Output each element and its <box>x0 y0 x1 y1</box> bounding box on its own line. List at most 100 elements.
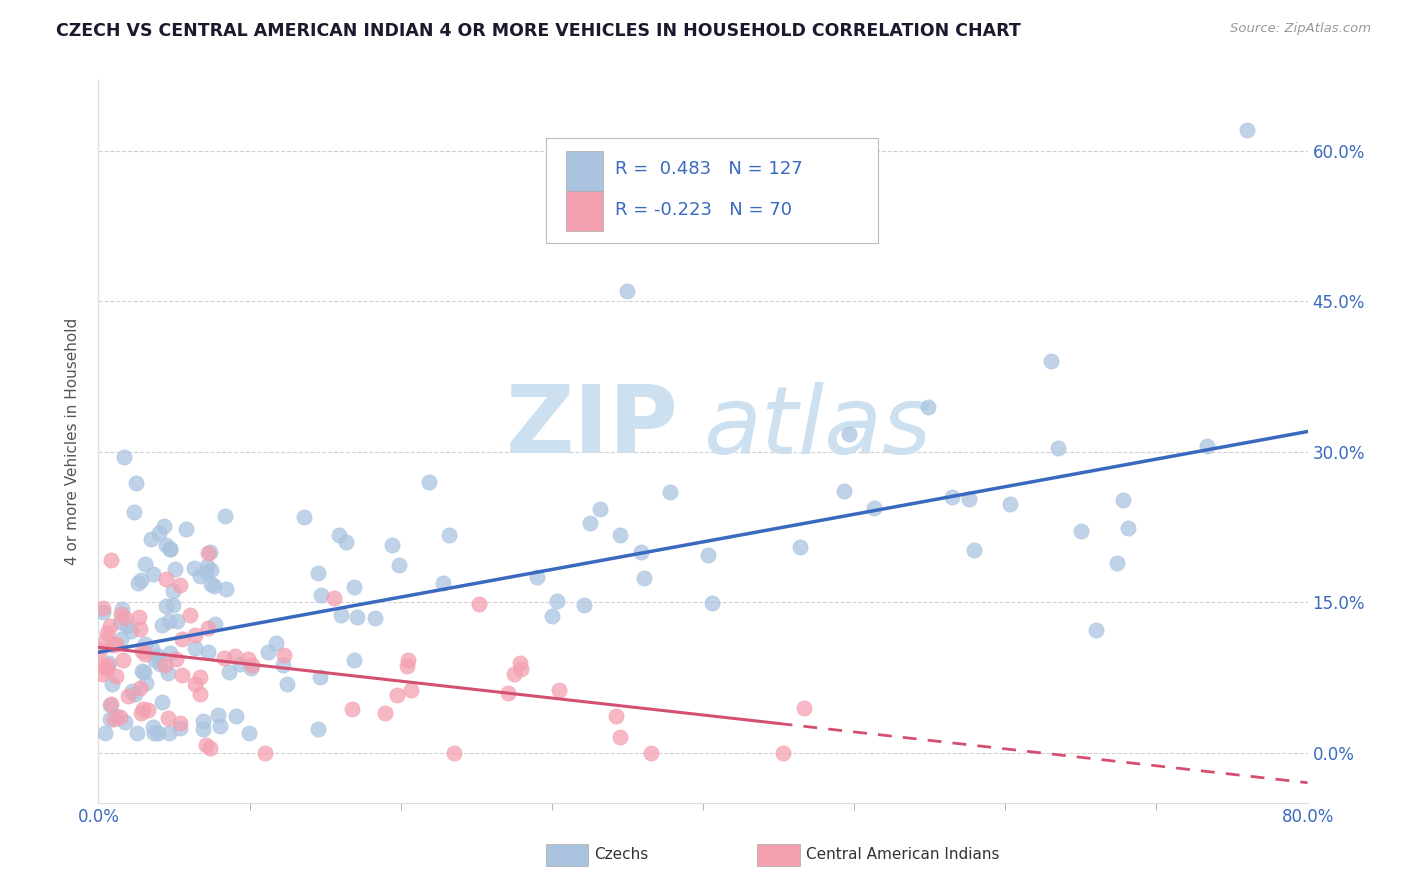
Point <box>335 535 357 549</box>
Point <box>207 708 229 723</box>
Point <box>917 400 939 414</box>
Point <box>1084 623 1107 637</box>
Point <box>374 706 396 721</box>
Point <box>184 677 207 691</box>
Point <box>127 576 149 591</box>
Point <box>98 618 121 632</box>
Bar <box>758 844 800 865</box>
Point <box>155 599 177 613</box>
Point <box>170 632 193 646</box>
Point <box>1047 441 1070 455</box>
Point <box>174 522 197 536</box>
Point <box>1112 493 1135 508</box>
Text: Central American Indians: Central American Indians <box>806 847 1000 863</box>
Point <box>1195 439 1218 453</box>
Text: atlas: atlas <box>703 382 931 473</box>
Text: Source: ZipAtlas.com: Source: ZipAtlas.com <box>1230 22 1371 36</box>
Point <box>307 566 329 580</box>
Point <box>169 722 191 736</box>
Point <box>121 683 143 698</box>
Point <box>700 596 723 610</box>
Point <box>122 505 145 519</box>
Point <box>257 645 280 659</box>
Point <box>108 615 131 629</box>
Point <box>91 658 114 673</box>
Point <box>157 725 180 739</box>
Point <box>96 626 118 640</box>
Point <box>254 746 277 760</box>
Point <box>238 652 260 666</box>
Point <box>437 528 460 542</box>
Point <box>443 746 465 760</box>
Point <box>238 725 260 739</box>
Point <box>104 709 127 723</box>
Point <box>112 450 135 464</box>
Point <box>129 573 152 587</box>
Point <box>114 610 136 624</box>
Point <box>1236 123 1258 137</box>
Point <box>432 576 454 591</box>
Point <box>276 677 298 691</box>
Point <box>200 577 222 591</box>
Point <box>195 565 218 579</box>
Point <box>153 518 176 533</box>
Point <box>957 492 980 507</box>
Point <box>91 601 114 615</box>
Y-axis label: 4 or more Vehicles in Household: 4 or more Vehicles in Household <box>65 318 80 566</box>
Point <box>328 527 350 541</box>
Point <box>546 594 568 608</box>
Point <box>96 661 118 675</box>
Point <box>195 739 218 753</box>
Point <box>330 608 353 623</box>
Point <box>225 709 247 723</box>
Point <box>166 614 188 628</box>
Point <box>132 702 155 716</box>
Point <box>396 659 419 673</box>
Point <box>115 619 138 633</box>
Point <box>1116 520 1139 534</box>
Point <box>96 658 118 673</box>
Point <box>789 540 811 554</box>
Point <box>134 636 156 650</box>
Point <box>218 665 240 679</box>
Text: Czechs: Czechs <box>595 847 648 863</box>
Point <box>963 542 986 557</box>
Point <box>170 667 193 681</box>
Point <box>589 502 612 516</box>
Point <box>146 725 169 739</box>
Point <box>105 637 128 651</box>
Point <box>129 623 152 637</box>
Point <box>198 545 221 559</box>
Point <box>396 653 419 667</box>
Point <box>212 650 235 665</box>
Point <box>346 610 368 624</box>
Point <box>90 666 112 681</box>
Point <box>149 657 172 671</box>
Point <box>91 605 114 619</box>
Point <box>941 491 963 505</box>
Point <box>162 598 184 612</box>
Point <box>128 609 150 624</box>
Point <box>998 497 1021 511</box>
Point <box>468 597 491 611</box>
Point <box>94 632 117 647</box>
Point <box>157 614 180 628</box>
Point <box>142 720 165 734</box>
Point <box>162 584 184 599</box>
Point <box>134 557 156 571</box>
Point <box>214 582 236 596</box>
Point <box>148 525 170 540</box>
Point <box>98 656 121 670</box>
Point <box>772 746 794 760</box>
Point <box>838 427 860 442</box>
Point <box>214 509 236 524</box>
Point <box>143 653 166 667</box>
Point <box>342 701 364 715</box>
Point <box>155 538 177 552</box>
Bar <box>567 191 603 230</box>
FancyBboxPatch shape <box>546 138 879 243</box>
Point <box>605 709 627 723</box>
Point <box>793 701 815 715</box>
Point <box>509 656 531 670</box>
Point <box>183 640 205 655</box>
